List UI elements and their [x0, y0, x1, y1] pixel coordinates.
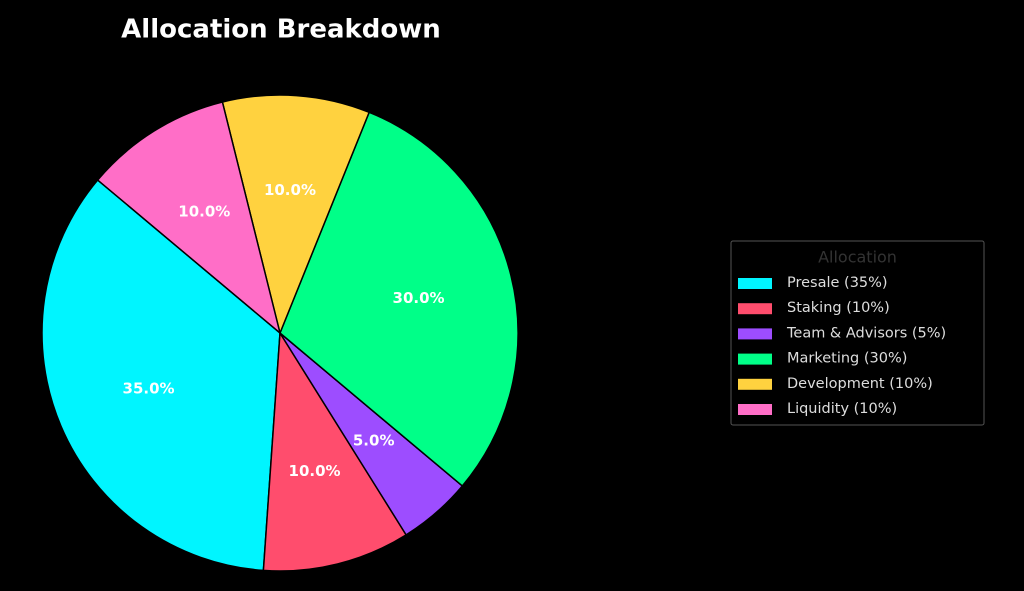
legend-box: [730, 240, 985, 426]
legend-swatch: [738, 378, 772, 390]
slice-label: 10.0%: [178, 202, 230, 220]
slice-label: 30.0%: [393, 289, 445, 307]
legend-swatch: [738, 303, 772, 315]
legend-label: Presale (35%): [787, 275, 888, 291]
legend-title: Allocation: [818, 248, 897, 267]
slice-label: 35.0%: [123, 379, 175, 397]
legend-swatch: [738, 328, 772, 340]
pie-slice: [262, 330, 408, 572]
slice-label: 10.0%: [264, 181, 316, 199]
slice-label: 5.0%: [353, 431, 395, 449]
legend-label: Liquidity (10%): [787, 401, 897, 417]
legend-label: Staking (10%): [787, 300, 890, 316]
legend-swatch: [738, 353, 772, 365]
legend-label: Development (10%): [787, 376, 933, 392]
legend-label: Marketing (30%): [787, 351, 907, 367]
pie-slice: [221, 94, 371, 336]
legend-swatch: [738, 404, 772, 415]
slice-label: 10.0%: [289, 462, 341, 480]
legend-swatch: [738, 278, 772, 289]
pie-slice: [279, 111, 519, 488]
pie-slice: [41, 178, 281, 572]
pie-slice: [96, 101, 282, 336]
legend-label: Team & Advisors (5%): [786, 325, 946, 341]
chart-title: Allocation Breakdown: [121, 15, 441, 45]
